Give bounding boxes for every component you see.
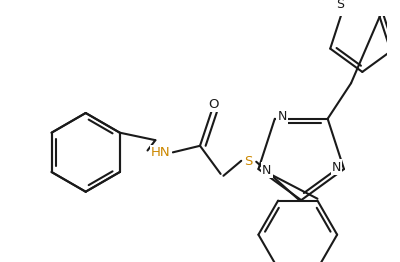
Text: HN: HN <box>151 146 170 159</box>
Text: N: N <box>332 161 341 174</box>
Text: N: N <box>278 110 287 123</box>
Text: S: S <box>244 155 253 168</box>
Text: S: S <box>336 0 344 11</box>
Text: N: N <box>262 163 272 177</box>
Text: O: O <box>208 98 218 111</box>
